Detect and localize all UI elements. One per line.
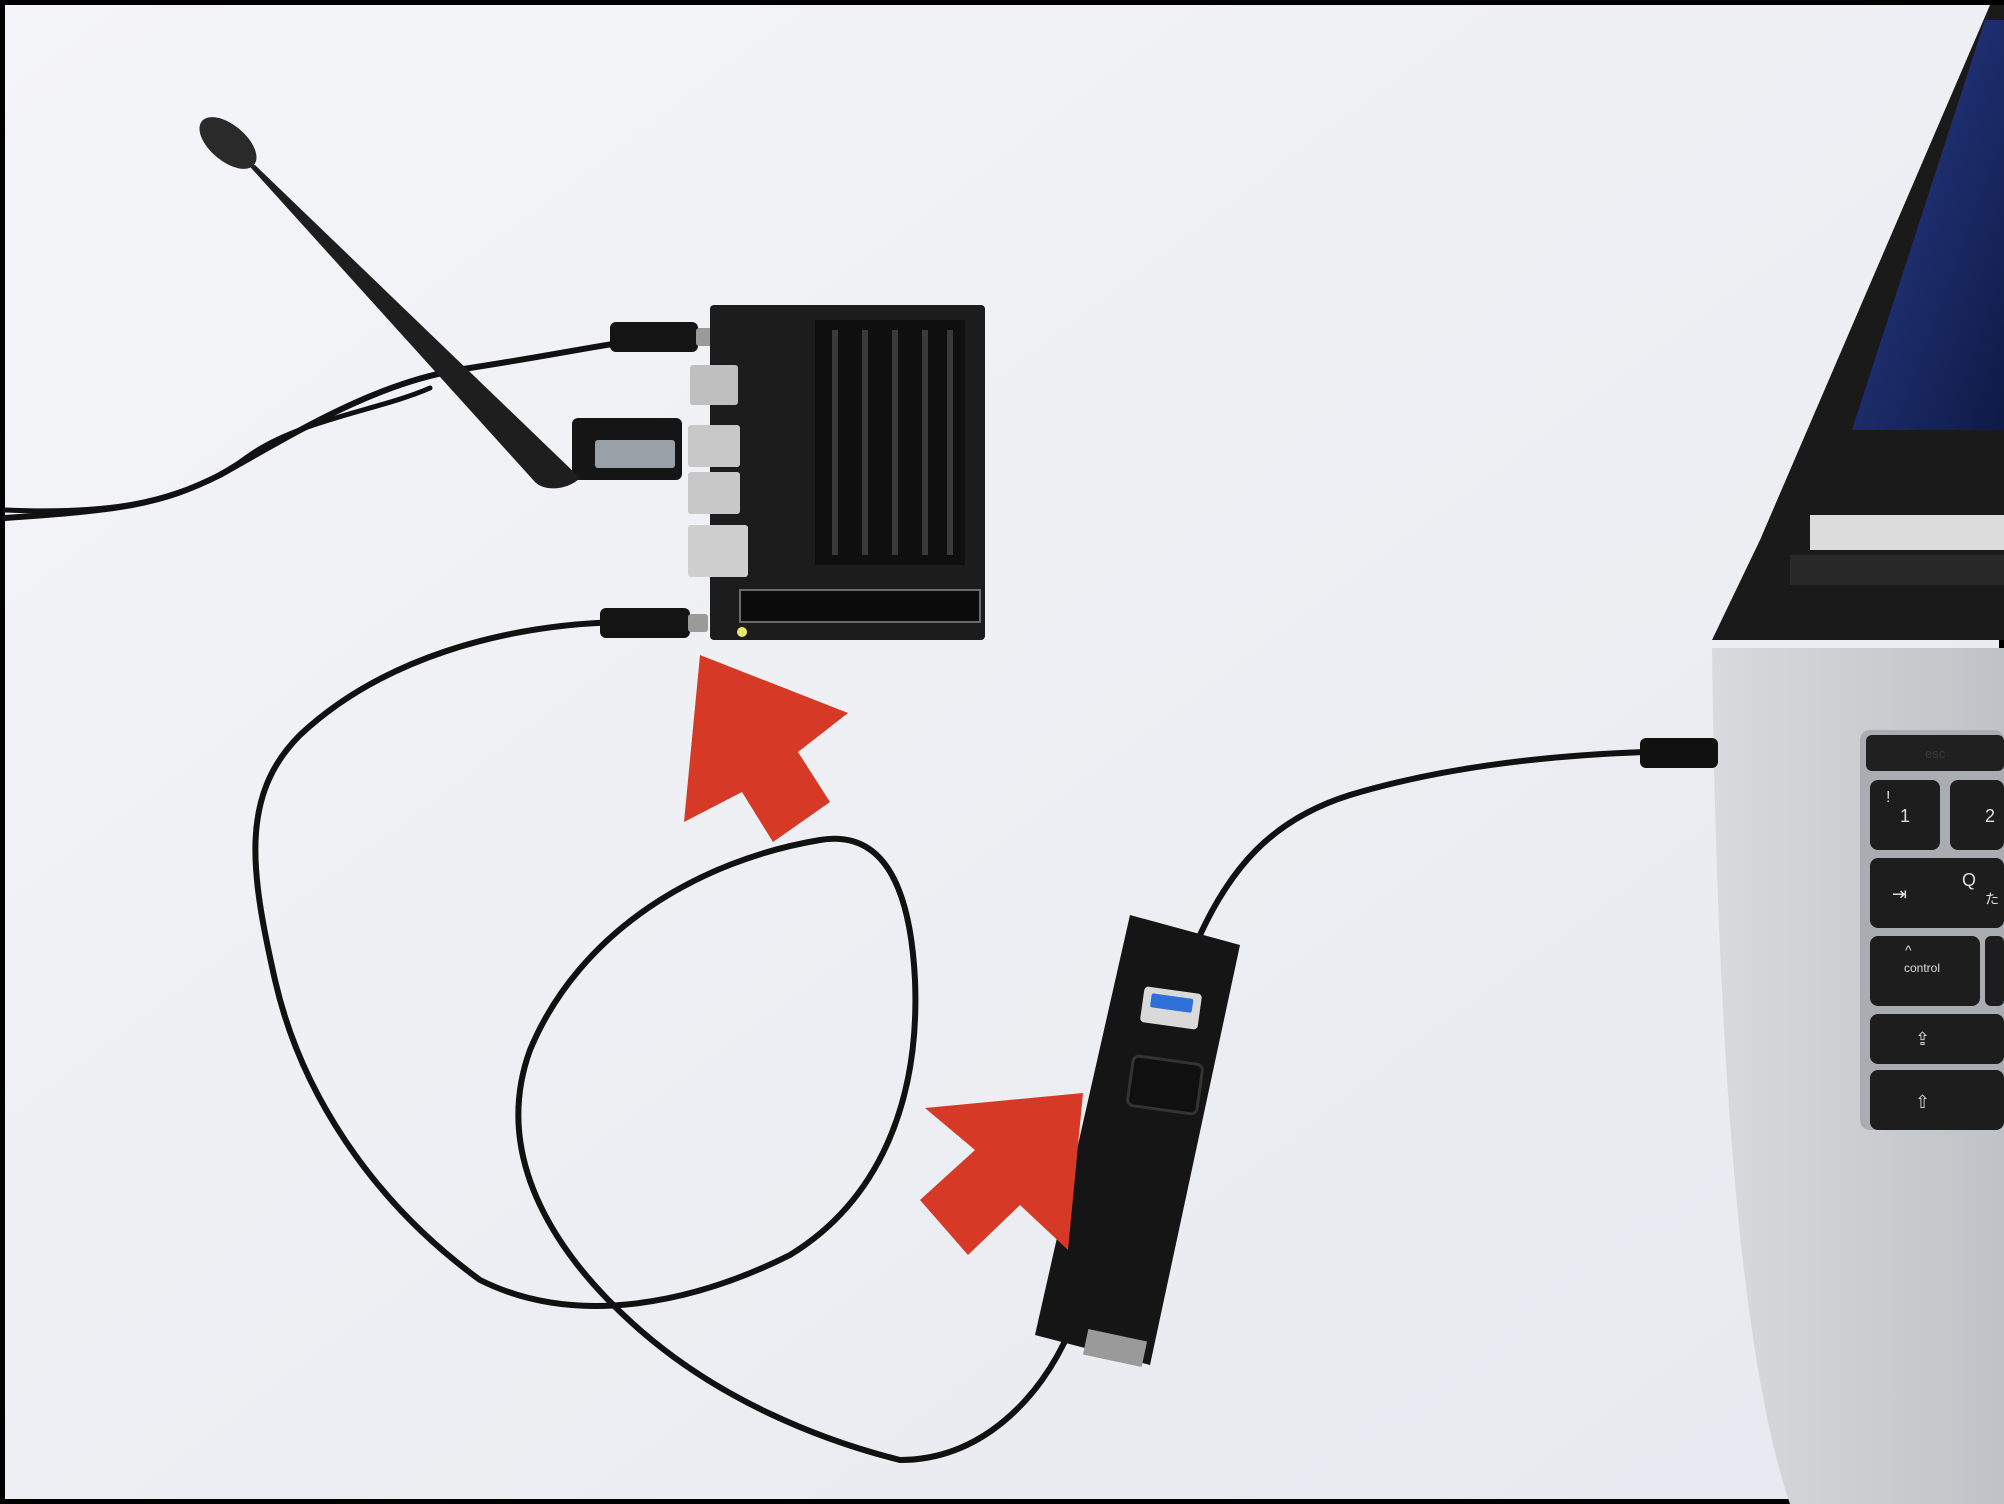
key-shift — [1870, 1070, 2004, 1130]
hub-to-laptop-cable — [1197, 749, 1648, 938]
key-q-label: Q — [1962, 870, 1976, 890]
antenna-tip — [199, 117, 257, 169]
laptop-window — [1810, 515, 2004, 550]
key-esc-label: esc — [1925, 746, 1946, 761]
usb-port-1 — [688, 425, 740, 467]
key-control — [1870, 936, 1980, 1006]
hub-bottom-cap — [1082, 1329, 1148, 1367]
antenna — [212, 128, 580, 489]
laptop-usbc-plug — [1640, 738, 1718, 768]
key-2-label: 2 — [1985, 806, 1995, 826]
key-1-top: ! — [1886, 789, 1890, 806]
board-usb-plug-tip — [688, 614, 708, 632]
key-tab — [1870, 858, 1970, 928]
key-control-caret: ^ — [1905, 942, 1912, 958]
status-led — [737, 627, 747, 637]
arrow-to-hub — [920, 1093, 1083, 1255]
key-tab-label: ⇥ — [1892, 884, 1907, 905]
key-caps-label: ⇪ — [1915, 1029, 1930, 1050]
key-1-label: 1 — [1900, 806, 1910, 826]
board-left-cable — [2, 385, 433, 514]
key-q — [1955, 858, 2004, 928]
usb-hub — [1035, 915, 1240, 1367]
board-to-hub-cable — [252, 619, 919, 1463]
board-top-usb-plug — [610, 322, 698, 352]
dev-board — [688, 305, 985, 640]
wifi-adapter — [572, 418, 682, 480]
laptop-lid — [1712, 5, 2004, 640]
key-caps — [1870, 1014, 2004, 1064]
gpio-header — [739, 589, 981, 623]
key-shift-label: ⇧ — [1915, 1092, 1930, 1113]
hub-out-cable — [897, 1327, 1073, 1463]
key-2 — [1950, 780, 2004, 850]
key-esc — [1866, 735, 2004, 771]
key-1 — [1870, 780, 1940, 850]
wifi-dongle-metal — [595, 440, 675, 468]
laptop-screen — [1852, 20, 2004, 430]
laptop: esc ! 1 2 ⇥ Q た ^ control ⇪ ⇧ — [1640, 5, 2004, 1504]
heatsink — [815, 320, 965, 565]
key-control-label: control — [1904, 961, 1940, 975]
cables — [2, 337, 1648, 1463]
laptop-dock — [1790, 555, 2004, 585]
board-usb-plug — [600, 608, 690, 638]
ethernet-port — [688, 525, 748, 577]
key-a — [1985, 936, 2004, 1006]
key-q-sub: た — [1985, 892, 1999, 908]
hdmi-port — [690, 365, 738, 405]
hub-usbc-plug — [1126, 1054, 1204, 1116]
arrow-to-board — [684, 655, 848, 842]
hub-usb-port-inner — [1150, 993, 1194, 1013]
usb-port-2 — [688, 472, 740, 514]
keyboard: esc ! 1 2 ⇥ Q た ^ control ⇪ ⇧ — [1866, 735, 2004, 1130]
